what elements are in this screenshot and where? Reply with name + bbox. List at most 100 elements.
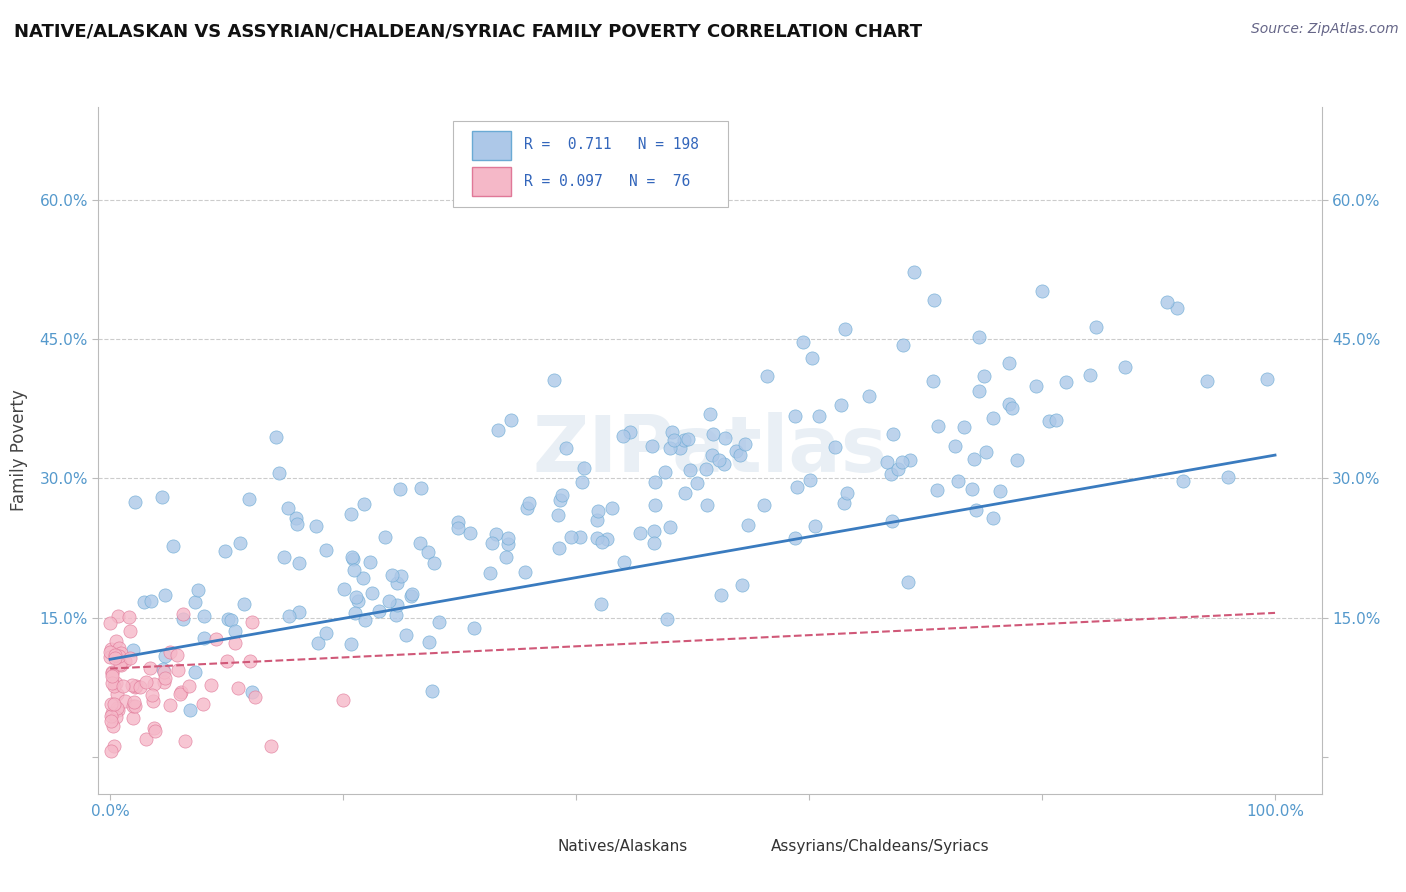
Point [98,644,121,658]
Point [661,425,683,439]
Point [344,590,367,604]
Point [101,706,124,721]
Point [162,539,184,553]
Point [890,455,912,469]
Text: R =  0.711   N = 198: R = 0.711 N = 198 [524,137,699,153]
Point [217,612,239,626]
Point [128,680,150,694]
Point [242,684,264,698]
Point [882,514,904,528]
Point [973,368,995,383]
Point [409,536,432,550]
Point [103,697,125,711]
Point [132,595,155,609]
Point [307,635,329,649]
Point [728,448,751,462]
Point [673,486,696,500]
Point [644,475,666,490]
Point [416,545,439,559]
Point [114,693,136,707]
FancyBboxPatch shape [515,833,548,859]
Point [731,577,754,591]
Point [655,612,678,626]
Point [107,608,129,623]
Point [924,293,946,307]
Point [654,466,676,480]
Point [104,651,127,665]
Point [110,646,132,660]
Point [108,648,131,663]
Point [228,681,250,695]
Point [174,734,197,748]
Point [315,542,337,557]
Point [152,662,174,676]
Point [108,640,131,655]
Point [340,507,363,521]
Point [612,428,634,442]
Point [233,597,256,611]
Point [214,543,236,558]
Point [333,582,356,597]
Point [659,441,682,455]
Y-axis label: Family Poverty: Family Poverty [10,390,28,511]
Point [596,532,619,546]
Point [922,374,945,388]
Point [551,488,574,502]
Point [619,425,641,440]
Point [699,407,721,421]
Point [998,396,1021,410]
Text: R = 0.097   N =  76: R = 0.097 N = 76 [524,174,690,189]
Point [422,556,444,570]
Point [803,518,825,533]
Point [807,409,830,423]
Point [111,679,134,693]
Point [643,536,665,550]
Point [98,650,121,665]
Point [285,516,308,531]
Point [501,413,523,427]
Point [834,321,856,335]
Point [110,657,132,672]
Point [193,631,215,645]
Point [98,615,121,630]
Point [554,441,576,455]
Text: ZIPatlas: ZIPatlas [533,412,887,489]
Point [104,710,127,724]
Point [903,265,925,279]
Point [832,496,855,510]
Point [155,648,177,663]
Point [125,679,148,693]
Point [600,501,623,516]
Point [150,490,173,504]
Text: Natives/Alaskans: Natives/Alaskans [557,838,688,854]
Point [1173,474,1195,488]
Point [880,467,903,482]
Point [389,569,412,583]
Point [193,698,215,712]
Point [118,624,141,639]
Point [153,674,176,689]
Point [998,355,1021,369]
Point [360,586,382,600]
Point [1001,401,1024,415]
Point [516,500,538,515]
Point [183,595,205,609]
Point [100,744,122,758]
Point [122,643,145,657]
Point [1156,294,1178,309]
Point [927,483,949,497]
FancyBboxPatch shape [471,131,510,160]
Point [785,409,807,423]
Point [1031,284,1053,298]
Point [114,654,136,668]
Point [962,483,984,497]
Point [707,453,730,467]
FancyBboxPatch shape [453,120,728,207]
Point [678,433,700,447]
Point [586,504,609,518]
Point [288,605,311,619]
Point [107,687,129,701]
Point [943,439,966,453]
Point [260,739,283,753]
Point [963,452,986,467]
